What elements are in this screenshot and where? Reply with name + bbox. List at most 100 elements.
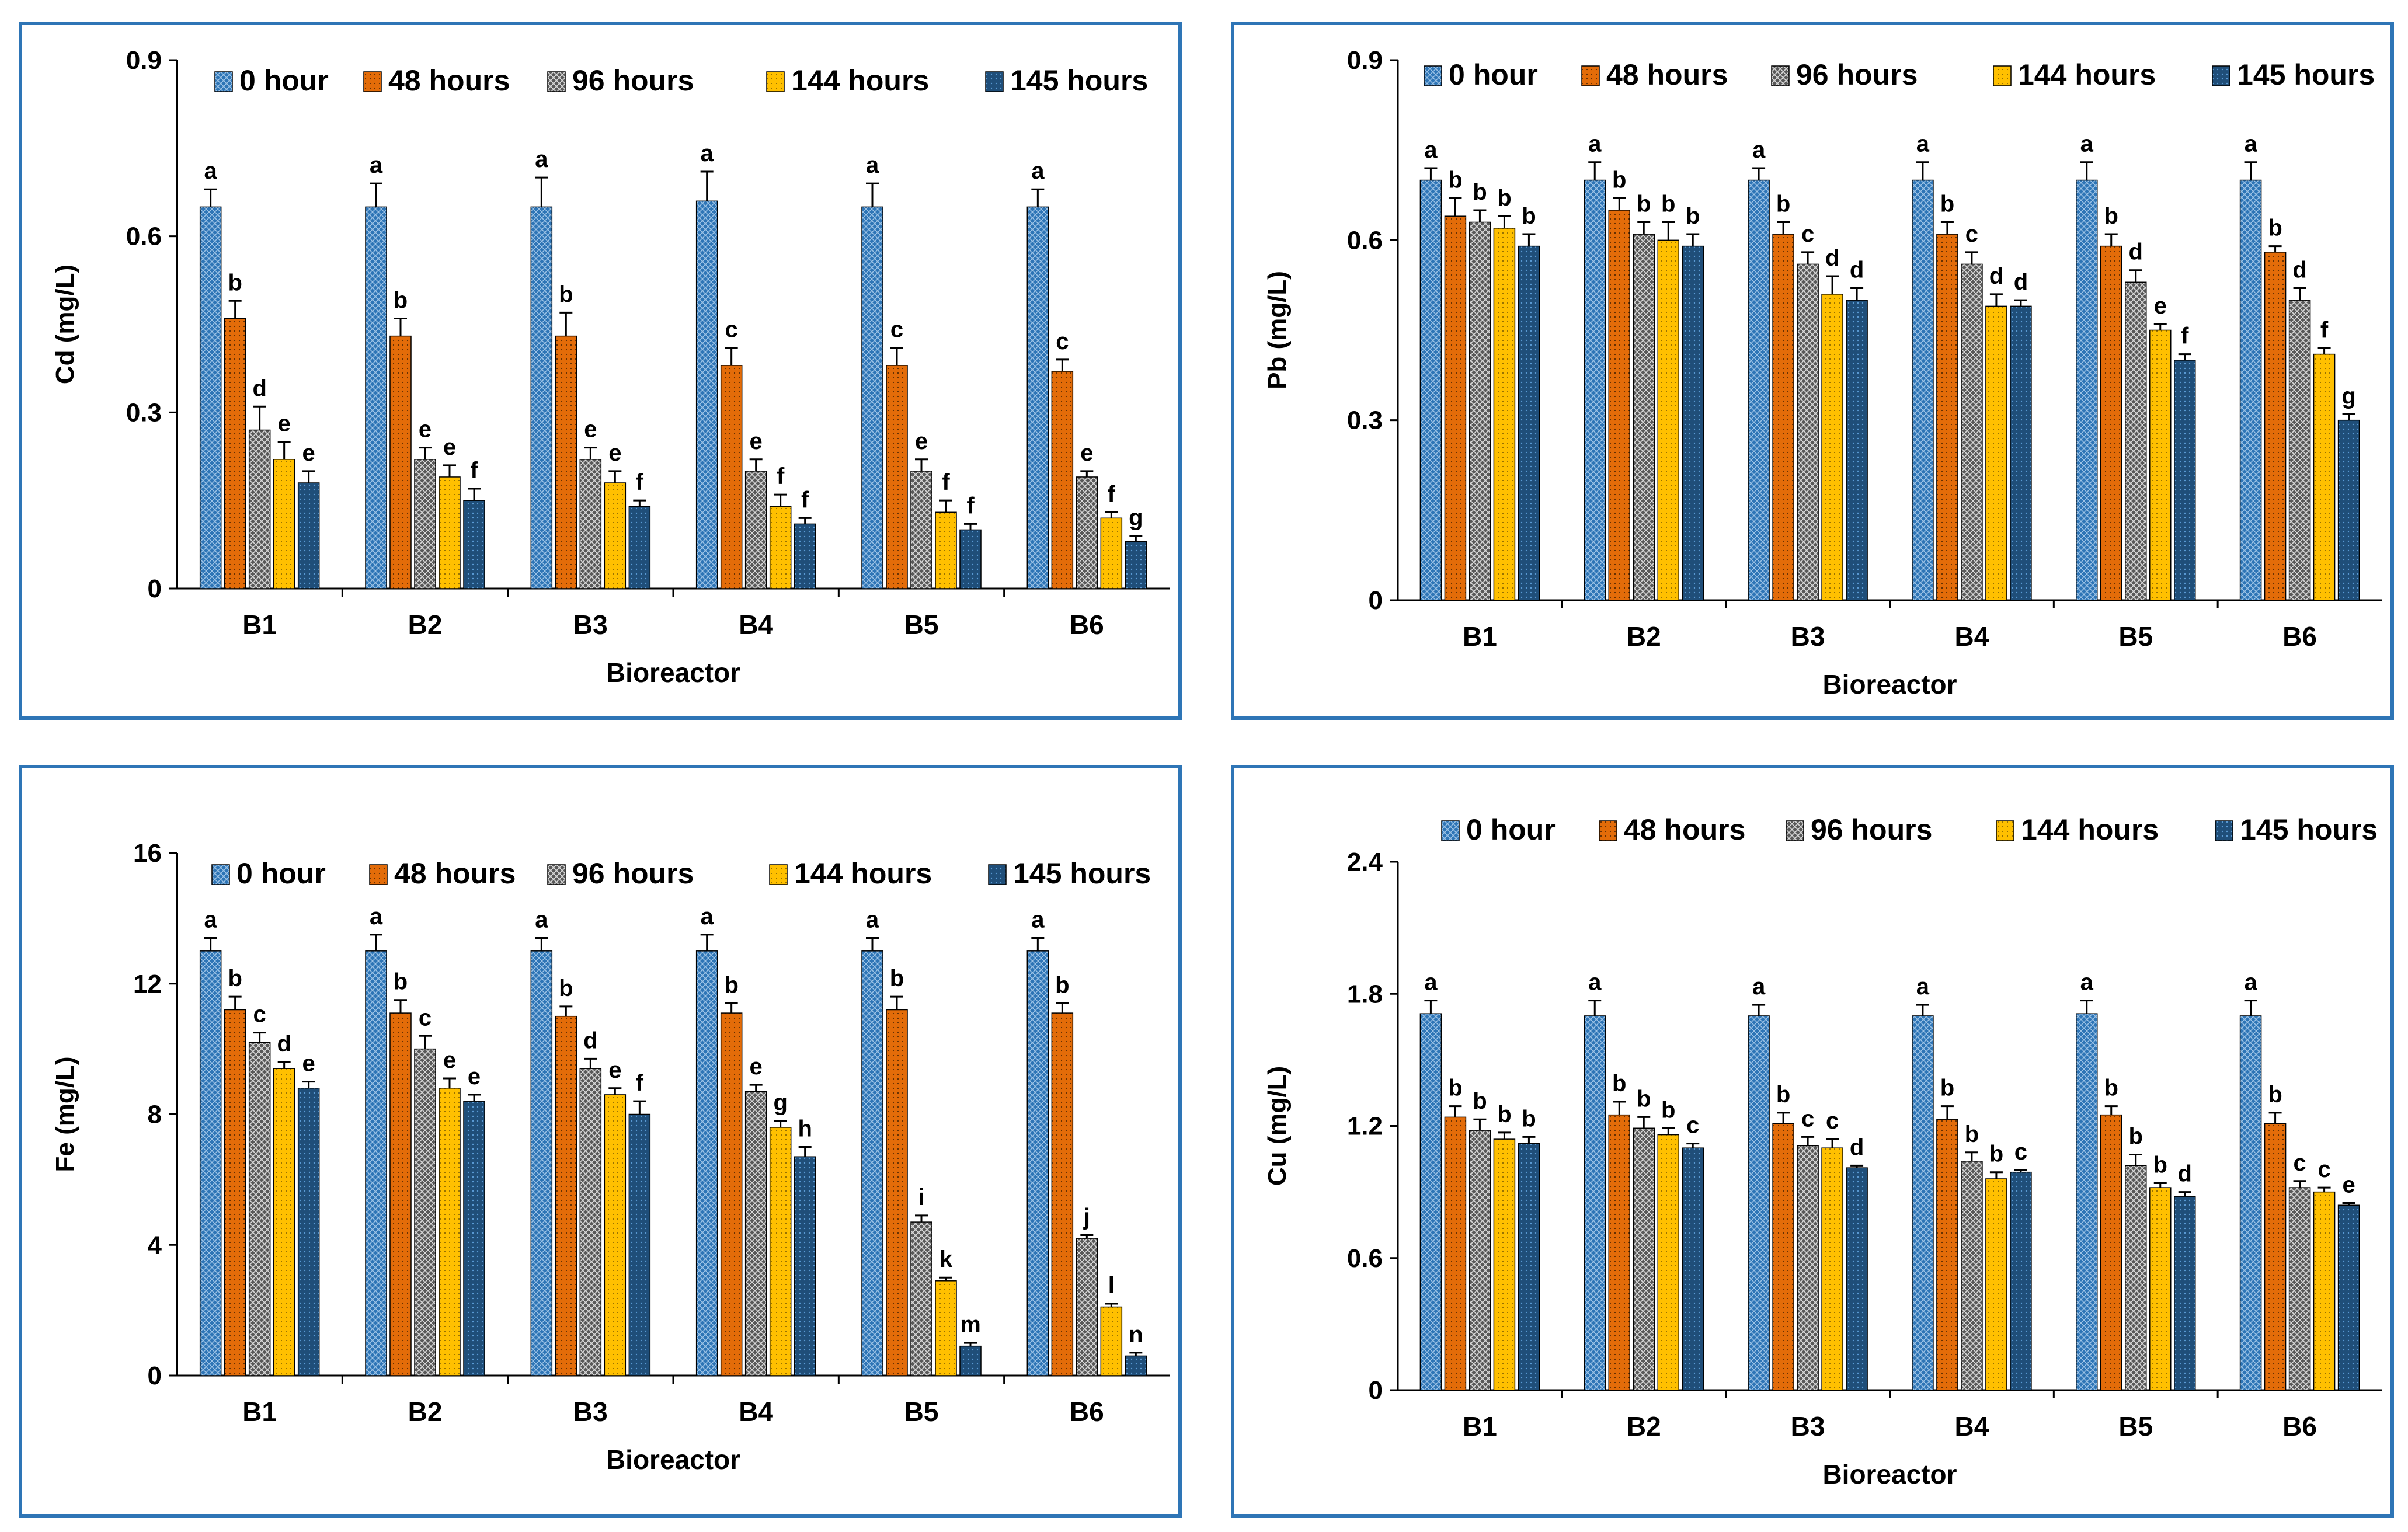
- bar-b6-series-4: [2337, 419, 2360, 601]
- significance-letter: c: [1686, 1113, 1699, 1138]
- y-tick-label: 0.9: [126, 46, 162, 75]
- x-tick-label-b1: B1: [242, 610, 277, 640]
- significance-letter: a: [370, 904, 383, 929]
- bar-b5-series-0: [861, 206, 883, 589]
- x-tick-label-b5: B5: [2118, 621, 2153, 652]
- significance-letter: e: [608, 440, 621, 466]
- y-tick-label: 0.6: [126, 222, 162, 251]
- significance-letter: a: [370, 152, 383, 178]
- bar-b5-series-4: [2174, 360, 2196, 601]
- bar-b1-series-0: [199, 206, 222, 589]
- significance-letter: a: [535, 907, 548, 932]
- x-axis-title: Bioreactor: [606, 1444, 740, 1475]
- bar-b6-series-2: [2288, 1187, 2311, 1391]
- bar-b4-series-3: [1985, 305, 2007, 601]
- significance-letter: n: [1129, 1322, 1143, 1348]
- significance-letter: c: [419, 1005, 432, 1030]
- x-tick-label-b4: B4: [739, 610, 773, 640]
- significance-letter: a: [1424, 137, 1438, 163]
- bar-b1-series-4: [297, 482, 320, 589]
- bar-b1-series-1: [1444, 215, 1467, 601]
- legend-label-series-2: 96 hours: [572, 64, 694, 97]
- x-tick-label-b6: B6: [2282, 621, 2317, 652]
- significance-letter: b: [1522, 1106, 1536, 1131]
- significance-letter: b: [228, 966, 242, 991]
- x-tick-label-b1: B1: [242, 1397, 277, 1427]
- significance-letter: b: [394, 287, 408, 313]
- significance-letter: c: [253, 1002, 266, 1028]
- significance-letter: a: [1031, 158, 1045, 184]
- bar-b5-series-0: [861, 950, 883, 1376]
- significance-letter: d: [277, 1031, 291, 1057]
- significance-letter: e: [419, 417, 432, 443]
- y-tick-label: 0.3: [126, 398, 162, 427]
- significance-letter: e: [2342, 1172, 2355, 1197]
- significance-letter: e: [1080, 440, 1093, 466]
- bar-b3-series-0: [1748, 179, 1770, 601]
- bar-b2-series-2: [414, 1048, 436, 1376]
- significance-letter: a: [1916, 131, 1930, 157]
- bar-b1-series-1: [224, 1009, 246, 1376]
- bar-b5-series-3: [2149, 329, 2172, 601]
- bar-b6-series-2: [2288, 300, 2311, 601]
- bar-b3-series-4: [628, 506, 651, 589]
- legend-swatch-series-4: [2215, 820, 2233, 841]
- bar-b3-series-2: [1797, 263, 1819, 601]
- significance-letter: a: [2244, 970, 2257, 995]
- legend-swatch-series-0: [211, 864, 230, 885]
- significance-letter: b: [2153, 1153, 2167, 1178]
- legend-label-series-1: 48 hours: [1606, 58, 1728, 91]
- significance-letter: e: [443, 434, 456, 460]
- y-tick-label: 0.9: [1347, 46, 1383, 75]
- significance-letter: d: [1989, 263, 2003, 289]
- x-tick-label-b3: B3: [573, 610, 608, 640]
- significance-letter: c: [1056, 329, 1069, 354]
- significance-letter: b: [559, 281, 573, 307]
- significance-letter: b: [1661, 1097, 1675, 1123]
- x-tick-label-b1: B1: [1463, 1411, 1497, 1442]
- significance-letter: e: [608, 1057, 621, 1083]
- x-tick-label-b5: B5: [2118, 1411, 2153, 1442]
- bar-b6-series-0: [2239, 1015, 2262, 1391]
- legend-label-series-0: 0 hour: [1449, 58, 1538, 91]
- legend-label-series-3: 144 hours: [794, 857, 932, 890]
- bar-b4-series-4: [2010, 305, 2032, 601]
- x-tick-label-b2: B2: [1627, 1411, 1661, 1442]
- significance-letter: a: [2080, 131, 2094, 157]
- bar-b2-series-4: [463, 1101, 485, 1376]
- y-tick-label: 0: [148, 1362, 162, 1390]
- bar-b2-series-0: [365, 950, 387, 1376]
- significance-letter: e: [915, 429, 928, 454]
- x-tick-label-b6: B6: [1070, 1397, 1104, 1427]
- bar-b2-series-1: [389, 1012, 412, 1376]
- significance-letter: c: [890, 317, 903, 343]
- significance-letter: d: [2129, 239, 2143, 265]
- significance-letter: f: [1108, 481, 1116, 507]
- significance-letter: c: [1801, 221, 1814, 247]
- bar-b3-series-3: [604, 1094, 627, 1376]
- significance-letter: d: [2292, 257, 2306, 283]
- bar-b6-series-1: [2264, 1123, 2287, 1391]
- legend-swatch-series-1: [1581, 65, 1600, 86]
- significance-letter: b: [1637, 1086, 1651, 1112]
- bar-b5-series-2: [910, 1221, 932, 1376]
- y-tick-label: 1.2: [1347, 1112, 1383, 1141]
- bar-b5-series-4: [959, 1345, 982, 1376]
- bar-b3-series-3: [1821, 1147, 1843, 1391]
- bar-b3-series-0: [530, 206, 553, 589]
- significance-letter: b: [1661, 192, 1675, 217]
- significance-letter: g: [773, 1090, 787, 1116]
- y-tick-label: 0: [148, 574, 162, 603]
- bar-b6-series-0: [2239, 179, 2262, 601]
- bar-b4-series-2: [744, 1091, 767, 1376]
- significance-letter: d: [583, 1028, 597, 1053]
- significance-letter: b: [1497, 185, 1511, 211]
- bar-b3-series-1: [555, 335, 577, 589]
- significance-letter: b: [1686, 203, 1700, 229]
- bar-b3-series-0: [530, 950, 553, 1376]
- bar-b1-series-3: [1493, 228, 1516, 601]
- bar-b1-series-2: [248, 429, 271, 589]
- legend-label-series-4: 145 hours: [2240, 813, 2378, 846]
- significance-letter: l: [1108, 1273, 1115, 1298]
- significance-letter: h: [798, 1116, 812, 1141]
